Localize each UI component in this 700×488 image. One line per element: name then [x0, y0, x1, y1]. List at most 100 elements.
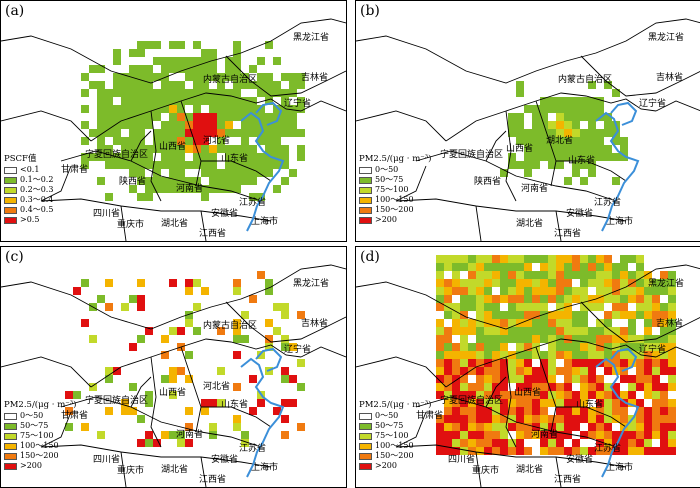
place-label: 山东省 — [221, 400, 249, 410]
grid-cell — [444, 375, 452, 383]
grid-cell — [201, 287, 209, 295]
legend-label: 0.1～0.2 — [20, 175, 54, 184]
grid-cell — [532, 367, 540, 375]
grid-cell — [524, 391, 532, 399]
grid-cell — [588, 327, 596, 335]
grid-cell — [145, 153, 153, 161]
grid-cell — [209, 431, 217, 439]
grid-cell — [177, 81, 185, 89]
grid-cell — [572, 375, 580, 383]
grid-cell — [484, 343, 492, 351]
grid-cell — [97, 129, 105, 137]
grid-cell — [161, 89, 169, 97]
grid-cell — [460, 319, 468, 327]
grid-cell — [524, 263, 532, 271]
grid-cell — [436, 303, 444, 311]
grid-cell — [572, 161, 580, 169]
grid-cell — [628, 311, 636, 319]
grid-cell — [65, 423, 73, 431]
grid-cell — [185, 279, 193, 287]
grid-cell — [564, 383, 572, 391]
grid-cell — [273, 81, 281, 89]
grid-cell — [241, 73, 249, 81]
grid-cell — [652, 295, 660, 303]
grid-cell — [444, 391, 452, 399]
grid-cell — [249, 375, 257, 383]
grid-cell — [500, 335, 508, 343]
grid-cell — [588, 137, 596, 145]
grid-cell — [532, 113, 540, 121]
legend-swatch — [4, 206, 17, 214]
grid-cell — [233, 161, 241, 169]
grid-cell — [257, 271, 265, 279]
grid-cell — [193, 303, 201, 311]
grid-cell — [225, 153, 233, 161]
grid-cell — [468, 271, 476, 279]
grid-cell — [185, 319, 193, 327]
grid-cell — [524, 161, 532, 169]
grid-cell — [604, 335, 612, 343]
grid-cell — [105, 153, 113, 161]
grid-cell — [289, 113, 297, 121]
grid-cell — [281, 145, 289, 153]
grid-cell — [564, 359, 572, 367]
grid-cell — [97, 105, 105, 113]
grid-cell — [225, 113, 233, 121]
grid-cell — [265, 73, 273, 81]
grid-cell — [644, 439, 652, 447]
grid-cell — [652, 359, 660, 367]
legend-item: 150～200 — [4, 451, 76, 461]
grid-cell — [265, 89, 273, 97]
grid-cell — [121, 73, 129, 81]
grid-cell — [452, 439, 460, 447]
grid-cell — [177, 439, 185, 447]
grid-cell — [604, 295, 612, 303]
legend-swatch — [4, 166, 17, 174]
grid-cell — [289, 73, 297, 81]
grid-cell — [145, 113, 153, 121]
legend-label: 50～75 — [375, 421, 404, 430]
grid-cell — [540, 113, 548, 121]
grid-cell — [636, 383, 644, 391]
grid-cell — [604, 391, 612, 399]
grid-cell — [636, 423, 644, 431]
grid-cell — [540, 351, 548, 359]
grid-cell — [257, 169, 265, 177]
map-panel-d: (d) 黑龙江省 吉林省 辽宁省 甘肃省 宁夏回族自治区 山西省 山东省 河南省… — [355, 246, 700, 488]
grid-cell — [564, 367, 572, 375]
grid-cell — [484, 279, 492, 287]
grid-cell — [436, 391, 444, 399]
place-label: 江苏省 — [594, 444, 622, 454]
grid-cell — [436, 439, 444, 447]
grid-cell — [556, 383, 564, 391]
grid-cell — [588, 415, 596, 423]
place-label: 黑龙江省 — [648, 279, 685, 289]
grid-cell — [217, 145, 225, 153]
grid-cell — [516, 161, 524, 169]
grid-cell — [524, 343, 532, 351]
grid-cell — [452, 375, 460, 383]
grid-cell — [524, 311, 532, 319]
grid-cell — [516, 431, 524, 439]
grid-cell — [556, 439, 564, 447]
grid-cell — [644, 271, 652, 279]
grid-cell — [596, 391, 604, 399]
grid-cell — [572, 97, 580, 105]
grid-cell — [548, 295, 556, 303]
legend-item: 100～150 — [4, 441, 76, 451]
grid-cell — [185, 57, 193, 65]
grid-cell — [612, 431, 620, 439]
grid-cell — [193, 185, 201, 193]
grid-cell — [153, 97, 161, 105]
grid-cell — [604, 113, 612, 121]
map-canvas-d — [356, 255, 700, 487]
grid-cell — [129, 169, 137, 177]
grid-cell — [153, 177, 161, 185]
province-boundary — [415, 396, 617, 448]
grid-cell — [129, 129, 137, 137]
legend-title: PM2.5/(μg · m⁻³) — [4, 400, 77, 410]
grid-cell — [572, 359, 580, 367]
grid-cell — [281, 161, 289, 169]
grid-cell — [476, 287, 484, 295]
grid-cell — [436, 431, 444, 439]
